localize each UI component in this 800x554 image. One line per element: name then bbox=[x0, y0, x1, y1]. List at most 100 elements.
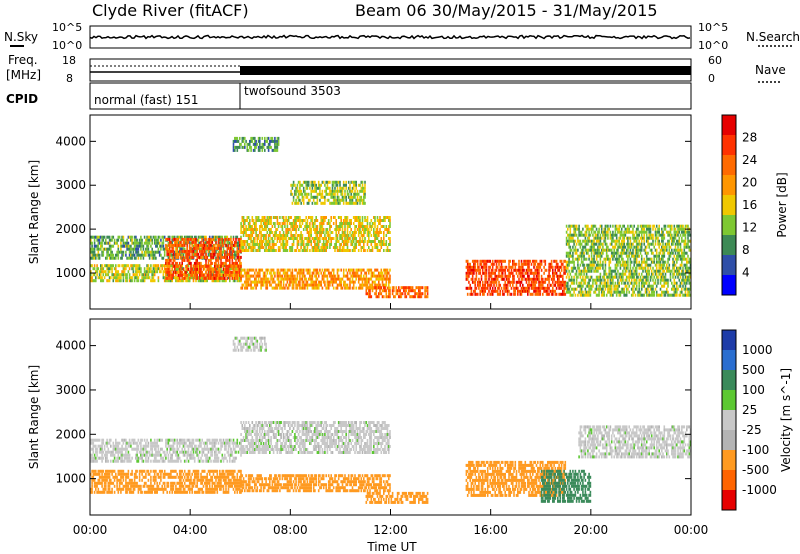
power-cell bbox=[584, 233, 587, 237]
power-cell bbox=[261, 142, 264, 146]
power-cell bbox=[269, 249, 271, 252]
power-cell bbox=[262, 280, 265, 284]
power-cell bbox=[297, 198, 300, 202]
power-cell bbox=[325, 249, 327, 252]
power-cell bbox=[471, 271, 474, 275]
power-cell bbox=[588, 239, 590, 243]
power-cell bbox=[314, 243, 316, 246]
power-cell bbox=[237, 273, 240, 277]
power-cell bbox=[284, 277, 286, 281]
power-cell bbox=[290, 231, 292, 234]
power-cell bbox=[414, 292, 416, 296]
power-cell bbox=[378, 274, 380, 278]
power-cell bbox=[267, 237, 270, 240]
power-cell bbox=[231, 240, 234, 244]
power-cell bbox=[311, 277, 314, 281]
power-cell bbox=[92, 267, 95, 271]
power-cell bbox=[272, 240, 275, 243]
power-cell bbox=[285, 240, 287, 243]
power-cell bbox=[530, 280, 533, 284]
power-cell bbox=[296, 201, 299, 205]
power-cell bbox=[249, 145, 251, 149]
power-cell bbox=[317, 240, 320, 243]
power-cell bbox=[355, 243, 357, 246]
power-cell bbox=[386, 246, 389, 249]
power-cell bbox=[203, 273, 206, 277]
power-cell bbox=[538, 280, 540, 284]
power-cell bbox=[131, 256, 133, 260]
power-cell bbox=[555, 280, 558, 284]
power-cell bbox=[583, 272, 585, 276]
power-cell bbox=[234, 270, 236, 274]
power-cell bbox=[317, 280, 320, 284]
power-cell bbox=[373, 280, 375, 284]
power-cell bbox=[383, 216, 385, 219]
power-cell bbox=[355, 286, 357, 290]
power-cell bbox=[485, 265, 488, 269]
power-cell bbox=[165, 246, 167, 250]
power-cell bbox=[590, 287, 593, 291]
power-cell bbox=[294, 268, 296, 272]
power-cell bbox=[346, 192, 349, 196]
power-cell bbox=[419, 286, 421, 290]
power-cell bbox=[320, 231, 322, 234]
power-cell bbox=[307, 234, 310, 237]
power-cell bbox=[211, 255, 214, 259]
power-cell bbox=[584, 239, 587, 243]
power-cell bbox=[281, 234, 284, 237]
power-cell bbox=[324, 237, 326, 240]
power-cell bbox=[559, 259, 562, 263]
power-cell bbox=[517, 292, 519, 296]
power-cell bbox=[137, 267, 140, 271]
power-cell bbox=[295, 286, 297, 290]
power-cell bbox=[339, 216, 341, 219]
power-cell bbox=[226, 264, 229, 268]
power-cell bbox=[485, 274, 488, 278]
power-cell bbox=[280, 283, 282, 287]
power-cell bbox=[227, 264, 230, 268]
power-cell bbox=[256, 219, 259, 222]
power-cell bbox=[135, 264, 137, 268]
power-cell bbox=[122, 250, 125, 254]
power-cell bbox=[513, 262, 515, 266]
power-cell bbox=[225, 255, 227, 259]
power-cell bbox=[322, 243, 325, 246]
power-cell bbox=[211, 249, 214, 253]
power-cell bbox=[478, 271, 480, 275]
power-cell bbox=[299, 183, 301, 187]
power-cell bbox=[259, 139, 261, 143]
power-cell bbox=[186, 270, 188, 274]
power-cell bbox=[326, 268, 329, 272]
power-cell bbox=[254, 142, 256, 146]
power-cell bbox=[316, 201, 319, 205]
power-cell bbox=[260, 240, 262, 243]
power-cell bbox=[177, 267, 180, 271]
power-cell bbox=[575, 224, 578, 228]
power-cell bbox=[584, 293, 587, 297]
power-cell bbox=[176, 235, 178, 239]
power-cell bbox=[249, 139, 251, 143]
power-cell bbox=[351, 186, 354, 190]
power-cell bbox=[240, 271, 242, 275]
power-cell bbox=[191, 276, 193, 280]
power-cell bbox=[484, 286, 486, 290]
power-cell bbox=[579, 251, 582, 255]
power-cell bbox=[614, 269, 617, 273]
power-cell bbox=[93, 238, 96, 242]
power-cell bbox=[389, 277, 391, 281]
power-cell bbox=[297, 216, 300, 219]
power-cell bbox=[269, 222, 271, 225]
power-cell bbox=[607, 290, 609, 294]
power-cell bbox=[141, 276, 143, 280]
power-cell bbox=[208, 264, 211, 268]
power-cell bbox=[376, 295, 379, 299]
power-cell bbox=[330, 219, 332, 222]
power-cell bbox=[229, 267, 231, 271]
power-cell bbox=[386, 274, 389, 278]
power-cell bbox=[405, 295, 408, 299]
power-cell bbox=[291, 201, 294, 205]
power-cell bbox=[272, 286, 275, 290]
power-cell bbox=[251, 139, 254, 143]
power-cell bbox=[495, 289, 498, 293]
power-cell bbox=[296, 189, 299, 193]
